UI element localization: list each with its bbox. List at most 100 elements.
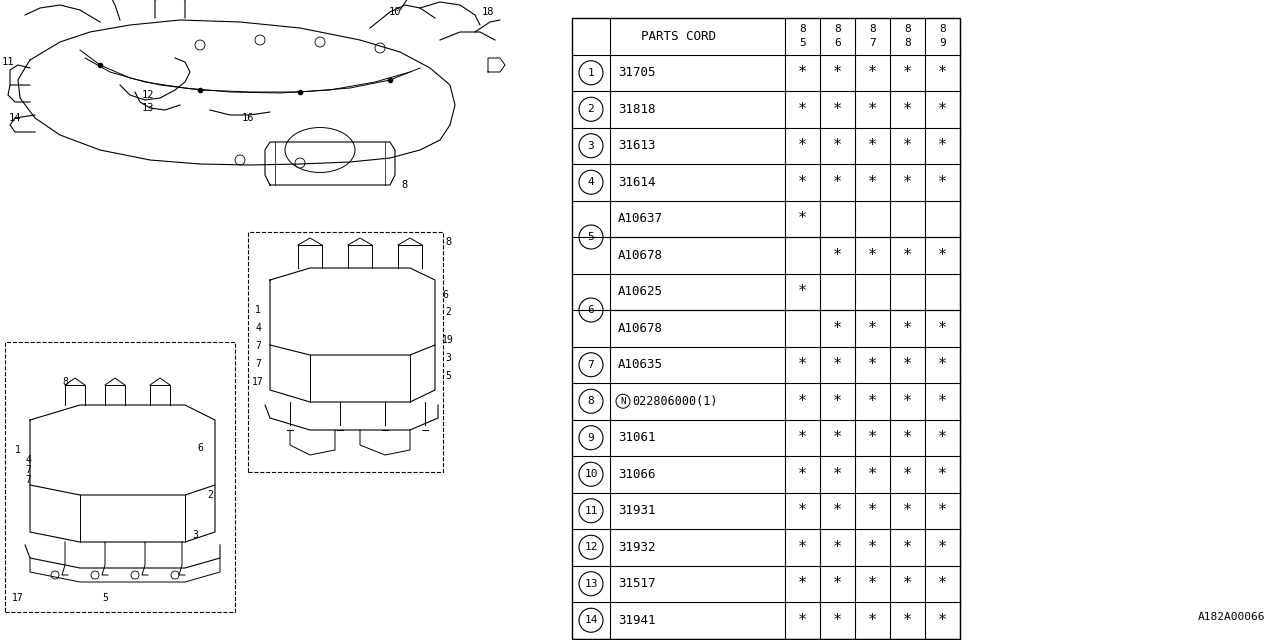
Text: 31517: 31517: [618, 577, 655, 590]
Text: 5: 5: [588, 232, 594, 242]
Text: 31932: 31932: [618, 541, 655, 554]
Text: 14: 14: [9, 113, 22, 123]
Text: *: *: [938, 175, 947, 189]
Text: *: *: [902, 612, 913, 628]
Text: 3: 3: [588, 141, 594, 151]
Text: *: *: [938, 612, 947, 628]
Text: 17: 17: [252, 377, 264, 387]
Text: A10678: A10678: [618, 322, 663, 335]
Text: *: *: [938, 138, 947, 153]
Text: *: *: [938, 65, 947, 80]
Text: 2: 2: [445, 307, 451, 317]
Text: 10: 10: [389, 7, 401, 17]
Text: 8: 8: [940, 24, 946, 35]
Text: *: *: [868, 540, 877, 555]
Text: *: *: [833, 576, 842, 591]
Text: *: *: [868, 467, 877, 482]
Text: 6: 6: [442, 290, 448, 300]
Text: 13: 13: [142, 103, 155, 113]
Text: *: *: [902, 175, 913, 189]
Text: *: *: [833, 102, 842, 116]
Text: 7: 7: [869, 38, 876, 48]
Text: 18: 18: [481, 7, 494, 17]
Text: 8: 8: [588, 396, 594, 406]
Text: *: *: [902, 248, 913, 263]
Text: *: *: [938, 248, 947, 263]
Text: 2: 2: [207, 490, 212, 500]
Text: *: *: [868, 576, 877, 591]
Text: 31613: 31613: [618, 140, 655, 152]
Text: A182A00066: A182A00066: [1198, 612, 1265, 622]
Text: *: *: [868, 357, 877, 372]
Text: 5: 5: [102, 593, 108, 603]
Text: 3: 3: [445, 353, 451, 363]
Text: 8: 8: [445, 237, 451, 247]
Text: *: *: [833, 321, 842, 336]
Text: 2: 2: [588, 104, 594, 115]
Text: 16: 16: [242, 113, 255, 123]
Text: *: *: [797, 576, 808, 591]
Text: 022806000(1): 022806000(1): [632, 395, 718, 408]
Text: 8: 8: [869, 24, 876, 35]
Text: 8: 8: [835, 24, 841, 35]
Text: *: *: [902, 467, 913, 482]
Text: *: *: [868, 612, 877, 628]
Text: 7: 7: [255, 359, 261, 369]
Text: *: *: [938, 467, 947, 482]
Text: *: *: [868, 102, 877, 116]
Text: 31061: 31061: [618, 431, 655, 444]
Text: *: *: [797, 102, 808, 116]
Text: 9: 9: [588, 433, 594, 443]
Text: *: *: [938, 540, 947, 555]
Text: A10625: A10625: [618, 285, 663, 298]
Text: *: *: [797, 357, 808, 372]
Text: 1: 1: [588, 68, 594, 77]
Text: 6: 6: [197, 443, 204, 453]
Text: *: *: [833, 175, 842, 189]
Text: *: *: [833, 612, 842, 628]
Text: *: *: [902, 65, 913, 80]
Text: 8: 8: [402, 180, 408, 190]
Text: 7: 7: [26, 465, 31, 475]
Text: 5: 5: [799, 38, 806, 48]
Text: 5: 5: [445, 371, 451, 381]
Bar: [248, 232, 443, 472]
Text: 1: 1: [15, 445, 20, 455]
Text: *: *: [902, 357, 913, 372]
Text: 15: 15: [412, 0, 424, 2]
Text: *: *: [833, 503, 842, 518]
Text: N: N: [621, 397, 626, 406]
Text: A10678: A10678: [618, 249, 663, 262]
Text: *: *: [902, 430, 913, 445]
Text: *: *: [797, 394, 808, 409]
Text: 9: 9: [940, 38, 946, 48]
Text: 7: 7: [588, 360, 594, 370]
Text: *: *: [833, 394, 842, 409]
Text: *: *: [868, 321, 877, 336]
Text: 4: 4: [26, 455, 31, 465]
Text: 11: 11: [584, 506, 598, 516]
Text: *: *: [902, 576, 913, 591]
Text: 8: 8: [904, 38, 911, 48]
Text: 4: 4: [255, 323, 261, 333]
Text: *: *: [797, 138, 808, 153]
Text: 6: 6: [835, 38, 841, 48]
Text: *: *: [797, 540, 808, 555]
Text: 8: 8: [904, 24, 911, 35]
Text: *: *: [797, 211, 808, 227]
Text: 6: 6: [588, 305, 594, 315]
Text: *: *: [797, 612, 808, 628]
Text: 31614: 31614: [618, 176, 655, 189]
Text: 12: 12: [584, 542, 598, 552]
Text: *: *: [868, 430, 877, 445]
Text: 13: 13: [584, 579, 598, 589]
Text: 10: 10: [584, 469, 598, 479]
Text: *: *: [902, 102, 913, 116]
Text: 7: 7: [26, 475, 31, 485]
Text: *: *: [868, 248, 877, 263]
Text: *: *: [833, 248, 842, 263]
Text: 31705: 31705: [618, 67, 655, 79]
Text: 3: 3: [192, 530, 198, 540]
Text: *: *: [797, 175, 808, 189]
Text: 7: 7: [255, 341, 261, 351]
